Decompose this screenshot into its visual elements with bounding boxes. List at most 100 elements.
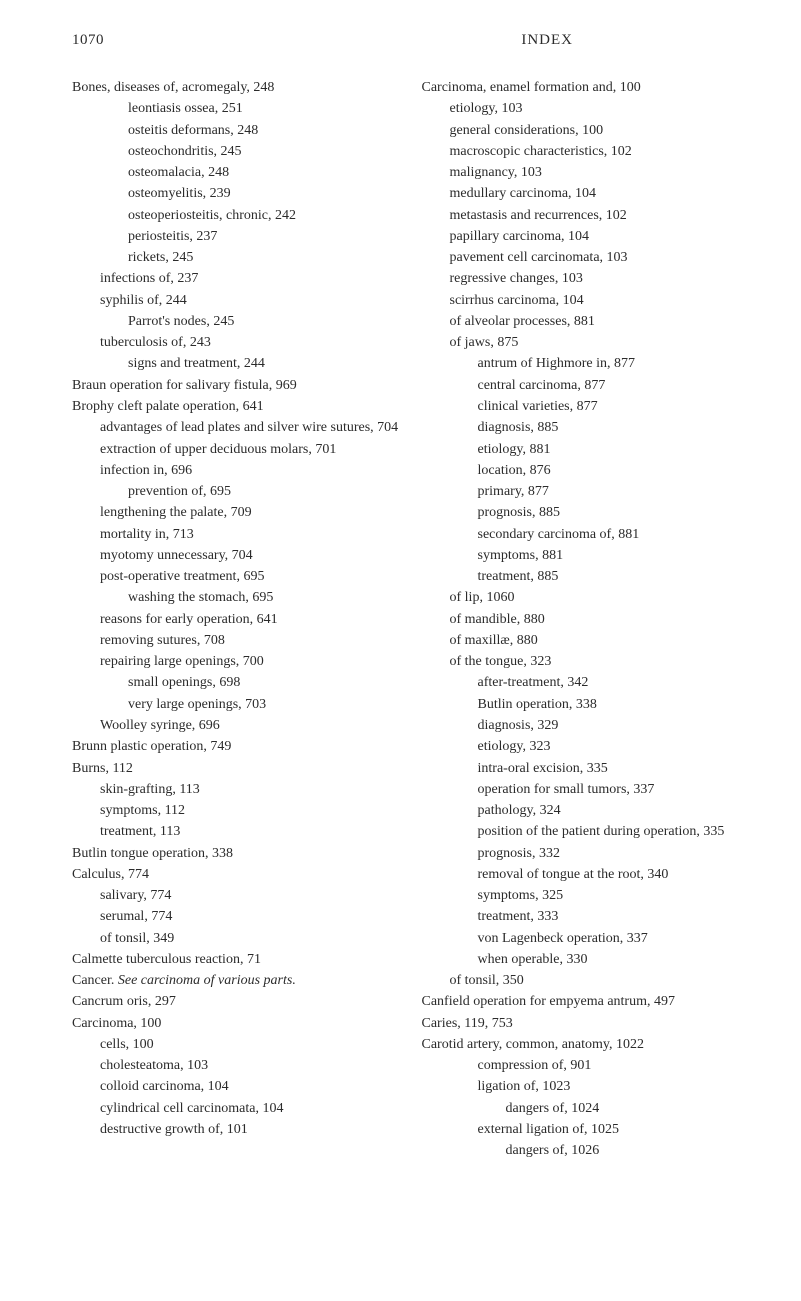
- index-entry: symptoms, 881: [422, 545, 754, 566]
- index-entry: Caries, 119, 753: [450, 1013, 754, 1034]
- index-entry: myotomy unnecessary, 704: [72, 545, 404, 566]
- index-entry: scirrhus carcinoma, 104: [422, 290, 754, 311]
- index-entry: compression of, 901: [422, 1055, 754, 1076]
- index-entry: Carcinoma, 100: [100, 1013, 404, 1034]
- index-entry: lengthening the palate, 709: [72, 502, 404, 523]
- index-entry: Cancer. See carcinoma of various parts.: [100, 970, 404, 991]
- index-entry: Parrot's nodes, 245: [72, 311, 404, 332]
- index-entry: prevention of, 695: [72, 481, 404, 502]
- index-entry: after-treatment, 342: [422, 672, 754, 693]
- index-entry: symptoms, 112: [72, 800, 404, 821]
- index-entry: symptoms, 325: [422, 885, 754, 906]
- index-entry: treatment, 333: [422, 906, 754, 927]
- index-entry: Carcinoma, enamel formation and, 100: [450, 77, 754, 98]
- index-entry: dangers of, 1024: [422, 1098, 754, 1119]
- index-entry: dangers of, 1026: [422, 1140, 754, 1161]
- index-entry: pavement cell carcinomata, 103: [422, 247, 754, 268]
- index-entry: location, 876: [422, 460, 754, 481]
- index-entry: of alveolar processes, 881: [422, 311, 754, 332]
- index-entry: etiology, 881: [422, 439, 754, 460]
- index-entry: of tonsil, 349: [72, 928, 404, 949]
- index-entry: osteitis deformans, 248: [72, 120, 404, 141]
- page-header: 1070 INDEX: [72, 32, 753, 49]
- index-entry: leontiasis ossea, 251: [72, 98, 404, 119]
- index-entry-italic: See carcinoma of various parts.: [118, 973, 296, 988]
- index-entry: position of the patient during operation…: [422, 821, 754, 842]
- index-entry: infection in, 696: [72, 460, 404, 481]
- right-column: Carcinoma, enamel formation and, 100etio…: [422, 77, 754, 1162]
- index-entry: secondary carcinoma of, 881: [422, 524, 754, 545]
- index-entry: Brophy cleft palate operation, 641: [100, 396, 404, 417]
- index-entry: external ligation of, 1025: [422, 1119, 754, 1140]
- index-entry: advantages of lead plates and silver wir…: [72, 417, 404, 438]
- index-entry: of jaws, 875: [422, 332, 754, 353]
- index-entry: prognosis, 885: [422, 502, 754, 523]
- index-entry: Cancrum oris, 297: [100, 991, 404, 1012]
- index-entry: Woolley syringe, 696: [72, 715, 404, 736]
- index-columns: Bones, diseases of, acromegaly, 248leont…: [72, 77, 753, 1162]
- index-entry: periosteitis, 237: [72, 226, 404, 247]
- index-entry: Canfield operation for empyema antrum, 4…: [450, 991, 754, 1012]
- index-entry: prognosis, 332: [422, 843, 754, 864]
- index-entry: papillary carcinoma, 104: [422, 226, 754, 247]
- index-entry: extraction of upper deciduous molars, 70…: [72, 439, 404, 460]
- index-entry: syphilis of, 244: [72, 290, 404, 311]
- index-entry: operation for small tumors, 337: [422, 779, 754, 800]
- left-column: Bones, diseases of, acromegaly, 248leont…: [72, 77, 404, 1162]
- index-entry: serumal, 774: [72, 906, 404, 927]
- index-entry: primary, 877: [422, 481, 754, 502]
- page-number: 1070: [72, 32, 104, 49]
- index-entry: diagnosis, 885: [422, 417, 754, 438]
- index-entry: central carcinoma, 877: [422, 375, 754, 396]
- index-entry: tuberculosis of, 243: [72, 332, 404, 353]
- index-entry: general considerations, 100: [422, 120, 754, 141]
- index-entry: destructive growth of, 101: [72, 1119, 404, 1140]
- index-entry: treatment, 885: [422, 566, 754, 587]
- index-entry: etiology, 323: [422, 736, 754, 757]
- index-entry: malignancy, 103: [422, 162, 754, 183]
- index-entry: osteomalacia, 248: [72, 162, 404, 183]
- index-entry: skin-grafting, 113: [72, 779, 404, 800]
- index-entry: treatment, 113: [72, 821, 404, 842]
- index-entry: pathology, 324: [422, 800, 754, 821]
- index-entry: mortality in, 713: [72, 524, 404, 545]
- index-entry: Bones, diseases of, acromegaly, 248: [100, 77, 404, 98]
- index-entry: of the tongue, 323: [422, 651, 754, 672]
- index-entry: Carotid artery, common, anatomy, 1022: [450, 1034, 754, 1055]
- index-entry: Calculus, 774: [100, 864, 404, 885]
- index-entry: Burns, 112: [100, 758, 404, 779]
- index-entry: signs and treatment, 244: [72, 353, 404, 374]
- index-entry: of lip, 1060: [422, 587, 754, 608]
- header-title: INDEX: [521, 32, 573, 49]
- index-entry: Butlin tongue operation, 338: [100, 843, 404, 864]
- index-entry: osteoperiosteitis, chronic, 242: [72, 205, 404, 226]
- index-entry: Braun operation for salivary fistula, 96…: [100, 375, 404, 396]
- index-entry: cylindrical cell carcinomata, 104: [72, 1098, 404, 1119]
- index-entry: osteomyelitis, 239: [72, 183, 404, 204]
- index-entry: Calmette tuberculous reaction, 71: [100, 949, 404, 970]
- index-entry: Butlin operation, 338: [422, 694, 754, 715]
- index-entry: colloid carcinoma, 104: [72, 1076, 404, 1097]
- index-entry: Brunn plastic operation, 749: [100, 736, 404, 757]
- index-entry: repairing large openings, 700: [72, 651, 404, 672]
- index-entry: antrum of Highmore in, 877: [422, 353, 754, 374]
- index-entry: of mandible, 880: [422, 609, 754, 630]
- index-entry: von Lagenbeck operation, 337: [422, 928, 754, 949]
- index-entry: when operable, 330: [422, 949, 754, 970]
- index-entry: medullary carcinoma, 104: [422, 183, 754, 204]
- index-entry: salivary, 774: [72, 885, 404, 906]
- index-entry: very large openings, 703: [72, 694, 404, 715]
- index-entry: washing the stomach, 695: [72, 587, 404, 608]
- index-entry: removing sutures, 708: [72, 630, 404, 651]
- index-entry: small openings, 698: [72, 672, 404, 693]
- index-entry: ligation of, 1023: [422, 1076, 754, 1097]
- index-entry: diagnosis, 329: [422, 715, 754, 736]
- index-entry: metastasis and recurrences, 102: [422, 205, 754, 226]
- index-entry: of maxillæ, 880: [422, 630, 754, 651]
- index-entry: clinical varieties, 877: [422, 396, 754, 417]
- index-entry: reasons for early operation, 641: [72, 609, 404, 630]
- index-entry: regressive changes, 103: [422, 268, 754, 289]
- index-entry: osteochondritis, 245: [72, 141, 404, 162]
- index-entry: etiology, 103: [422, 98, 754, 119]
- index-entry: of tonsil, 350: [422, 970, 754, 991]
